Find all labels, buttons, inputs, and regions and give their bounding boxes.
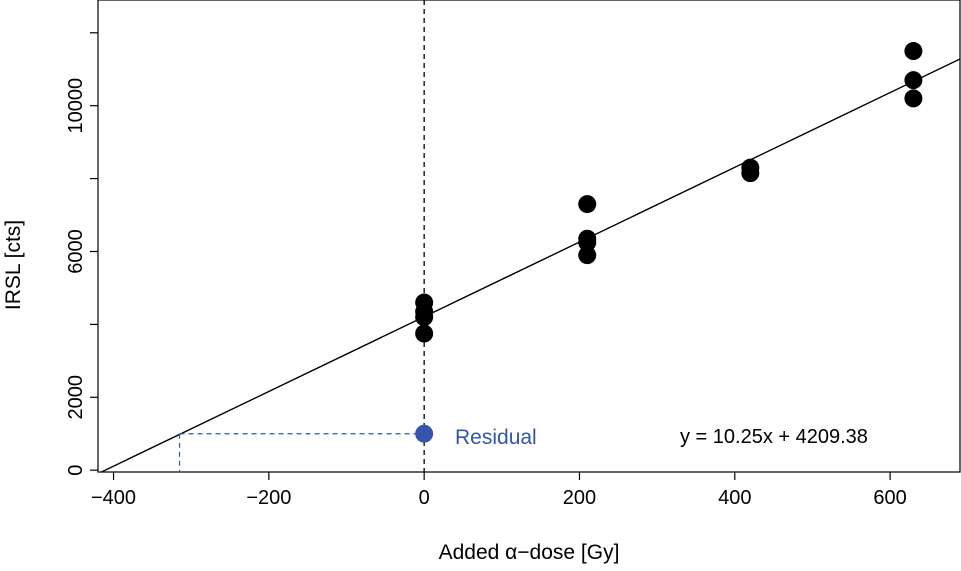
y-tick-label: 2000: [65, 375, 87, 420]
y-axis-label: IRSL [cts]: [2, 220, 25, 310]
data-point: [741, 164, 760, 183]
data-point: [904, 42, 923, 61]
y-tick-label: 10000: [65, 78, 87, 134]
data-point: [578, 195, 597, 214]
data-point: [904, 89, 923, 108]
x-axis-label: Added α−dose [Gy]: [439, 541, 620, 564]
residual-point: [415, 424, 434, 443]
plot-clip-group: [99, 0, 960, 472]
x-tick-label: 600: [873, 487, 906, 509]
residual-label: Residual: [455, 426, 537, 449]
y-tick-label: 6000: [65, 229, 87, 274]
x-axis: −400 −200 0 200 400 600: [91, 472, 907, 509]
regression-line: [99, 58, 960, 472]
x-tick-label: 400: [718, 487, 751, 509]
x-tick-label: 0: [419, 487, 430, 509]
plot-area: [99, 0, 960, 472]
data-point: [415, 324, 434, 343]
y-tick-label: 0: [65, 465, 87, 476]
plot-frame: [97, 0, 961, 473]
data-point: [578, 246, 597, 265]
data-point: [415, 308, 434, 327]
x-tick-label: −400: [91, 487, 136, 509]
data-point: [578, 233, 597, 252]
fit-equation-label: y = 10.25x + 4209.38: [680, 426, 868, 448]
x-tick-label: −200: [246, 487, 291, 509]
data-point: [904, 71, 923, 90]
y-axis: 0 2000 6000 10000: [65, 32, 98, 476]
x-tick-label: 200: [563, 487, 596, 509]
